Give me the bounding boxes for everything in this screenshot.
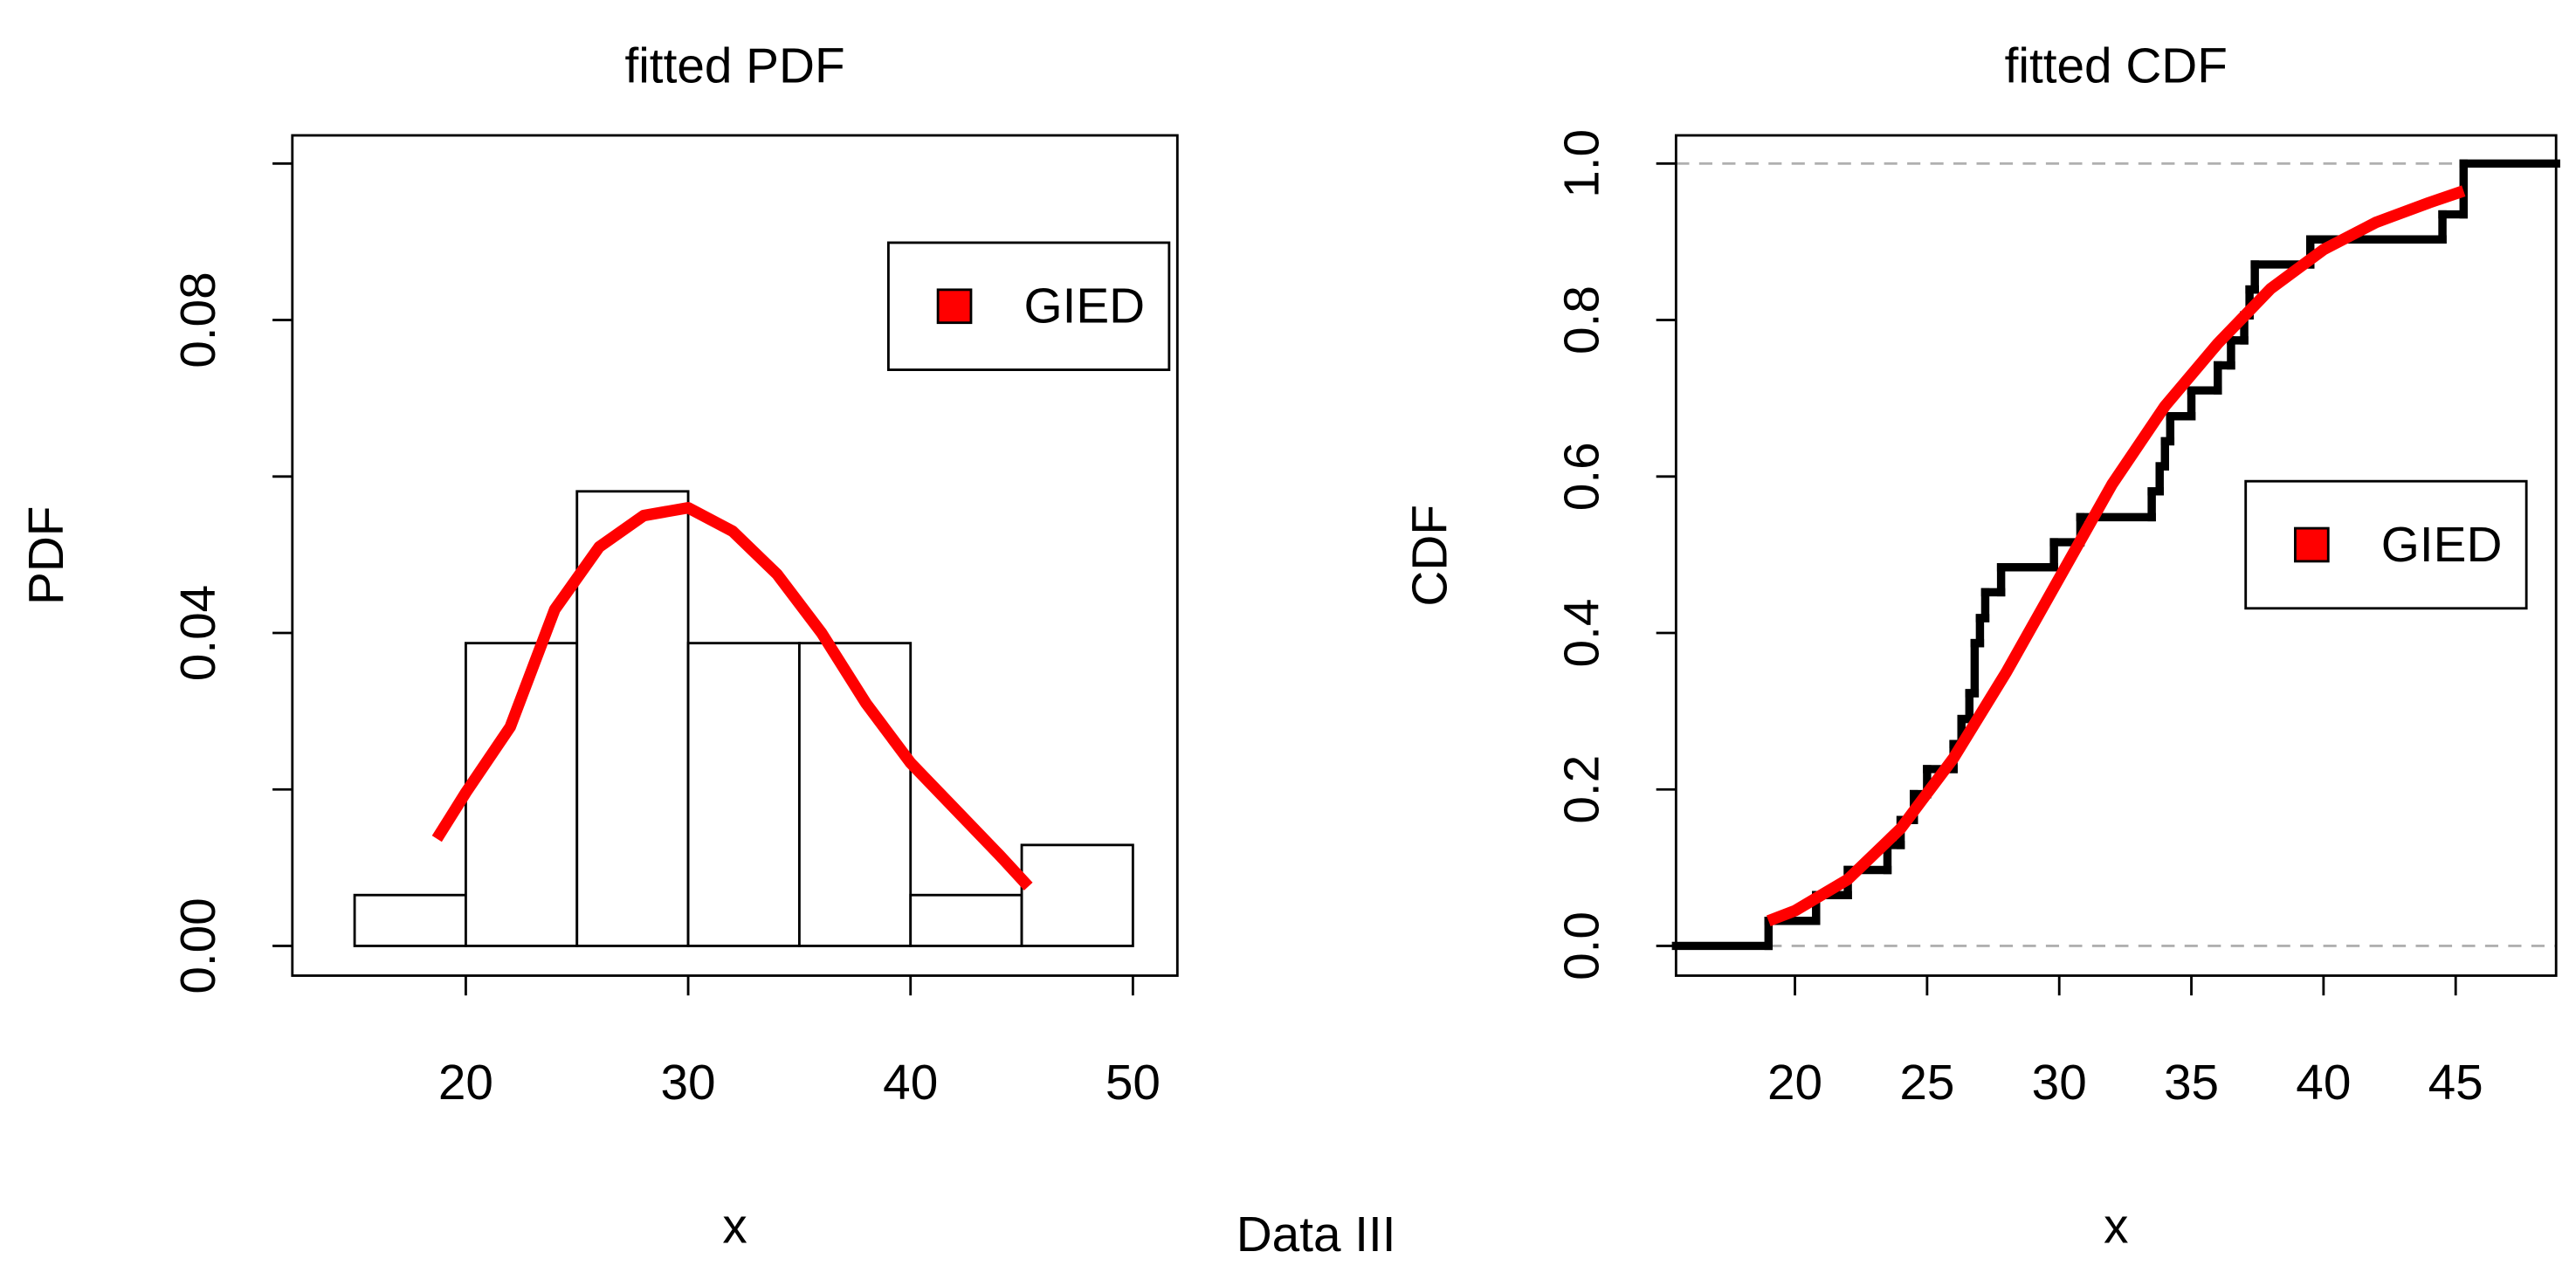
- bar: [686, 642, 801, 947]
- x-tick-label: 20: [1767, 1056, 1822, 1111]
- plot-frame: [291, 134, 1179, 977]
- bar: [1020, 843, 1134, 947]
- legend-swatch: [2294, 526, 2330, 563]
- bar: [575, 490, 690, 947]
- legend-label: GIED: [2381, 518, 2503, 573]
- y-tick-label: 0.00: [171, 897, 226, 994]
- x-tick-label: 20: [438, 1056, 493, 1111]
- y-tick-label: 0.4: [1554, 599, 1609, 668]
- x-tick-label: 40: [2296, 1056, 2351, 1111]
- x-tick-label: 50: [1105, 1056, 1161, 1111]
- bar: [353, 893, 467, 947]
- x-axis-title: x: [722, 1200, 747, 1255]
- legend-swatch: [936, 288, 973, 325]
- legend-label: GIED: [1023, 279, 1145, 334]
- chart-title: fitted PDF: [624, 38, 844, 93]
- x-tick-label: 30: [661, 1056, 716, 1111]
- x-axis-title: x: [2104, 1200, 2128, 1255]
- chart-title: fitted CDF: [2005, 38, 2228, 93]
- y-axis-title: CDF: [1402, 505, 1457, 607]
- fitted-line: [431, 502, 1033, 891]
- y-axis-title: PDF: [19, 506, 74, 605]
- y-tick-label: 0.04: [171, 585, 226, 681]
- y-tick-label: 0.08: [171, 272, 226, 368]
- legend-box: [886, 241, 1171, 371]
- y-tick-label: 0.0: [1554, 911, 1609, 980]
- x-tick-label: 35: [2164, 1056, 2219, 1111]
- y-tick-label: 0.6: [1554, 442, 1609, 511]
- plot-frame: [1674, 134, 2558, 977]
- y-tick-label: 0.2: [1554, 755, 1609, 824]
- y-tick-label: 1.0: [1554, 129, 1609, 198]
- legend-box: [2244, 479, 2528, 610]
- x-tick-label: 25: [1899, 1056, 1954, 1111]
- bar: [909, 893, 1023, 947]
- fitted-line: [1766, 185, 2466, 926]
- x-tick-label: 45: [2428, 1056, 2483, 1111]
- x-tick-label: 30: [2032, 1056, 2087, 1111]
- x-tick-label: 40: [883, 1056, 938, 1111]
- y-tick-label: 0.8: [1554, 285, 1609, 354]
- figure-title: Data III: [1236, 1207, 1396, 1262]
